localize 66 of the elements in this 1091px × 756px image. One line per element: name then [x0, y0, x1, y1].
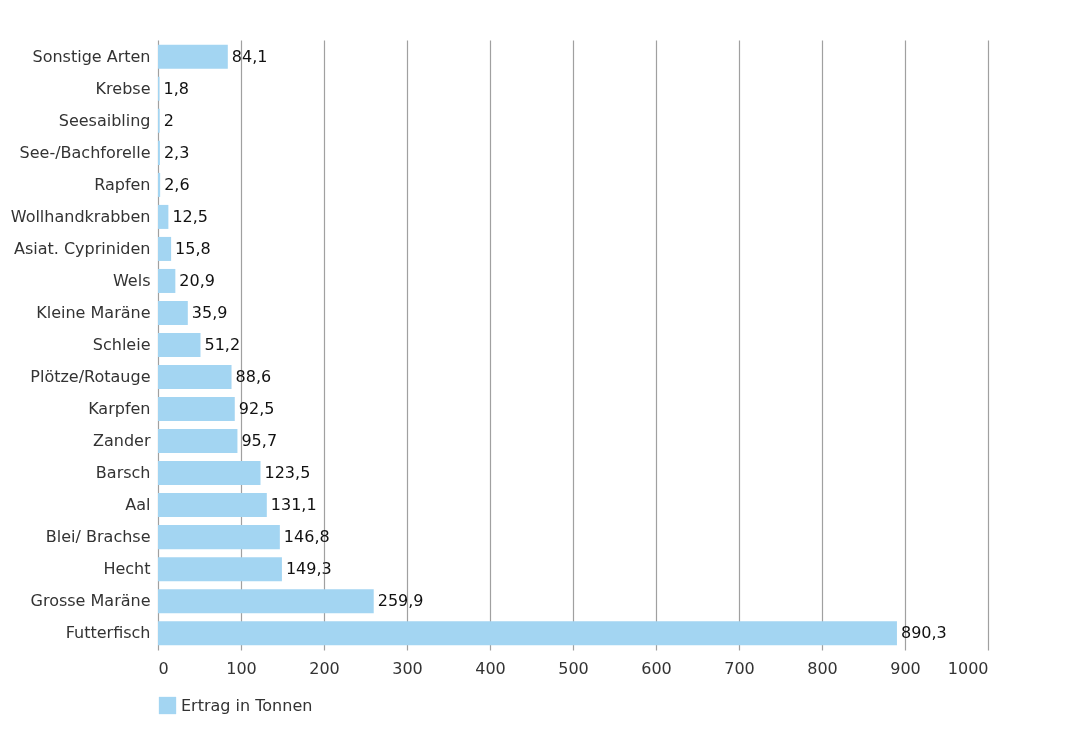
y-tick-label: Kleine Maräne	[36, 302, 151, 322]
bar	[158, 300, 188, 325]
x-tick-label: 200	[309, 658, 340, 678]
y-tick-label: Wollhandkrabben	[10, 206, 151, 226]
text: 92,5	[238, 399, 275, 419]
bar	[158, 332, 201, 358]
x-tick-label: 600	[641, 658, 672, 678]
x-tick-label: 800	[807, 658, 838, 678]
bar	[158, 589, 374, 614]
y-tick-label: Plötze/Rotauge	[30, 367, 151, 387]
text: 51,2	[204, 335, 241, 354]
text: 88,6	[235, 367, 272, 387]
y-tick-label: Wels	[112, 270, 151, 290]
bar	[158, 172, 161, 197]
text: 15,8	[175, 238, 211, 258]
x-tick-label: 1000	[947, 658, 989, 678]
bar	[158, 429, 238, 454]
text: 20,9	[179, 270, 215, 290]
bar	[158, 493, 267, 518]
bar	[158, 397, 235, 422]
bar	[158, 365, 232, 390]
y-tick-label: Futterfisch	[65, 623, 151, 643]
x-tick-label: 500	[558, 658, 589, 678]
text: 95,7	[241, 431, 278, 451]
legend-label: Ertrag in Tonnen	[181, 695, 313, 715]
y-tick-label: Blei/ Brachse	[45, 527, 151, 547]
y-tick-label: Schleie	[92, 335, 151, 354]
x-tick-label: 0	[158, 658, 169, 678]
y-tick-label: Seesaibling	[58, 110, 151, 130]
bar	[158, 204, 169, 229]
text: 131,1	[270, 495, 317, 515]
x-tick-label: 400	[475, 658, 506, 678]
bar	[158, 236, 172, 261]
y-tick-label: Asiat. Cypriniden	[13, 238, 151, 258]
x-tick-label: 900	[890, 658, 921, 678]
x-tick-label: 100	[226, 658, 257, 678]
text: 84,1	[231, 46, 268, 66]
text: 1,8	[163, 78, 189, 98]
text: 2,6	[164, 174, 190, 194]
text: 149,3	[285, 559, 332, 579]
text: 35,9	[191, 302, 228, 322]
text: 146,8	[283, 527, 330, 547]
bar	[158, 268, 176, 293]
y-tick-label: Sonstige Arten	[32, 46, 151, 66]
y-tick-label: Krebse	[95, 78, 151, 98]
text: 890,3	[900, 623, 947, 643]
y-tick-label: Hecht	[103, 559, 151, 579]
y-tick-label: Barsch	[95, 463, 151, 483]
y-tick-label: Rapfen	[94, 174, 151, 194]
text: 12,5	[172, 206, 208, 226]
x-tick-label: 300	[392, 658, 423, 678]
bar	[158, 621, 897, 646]
text: 123,5	[264, 463, 311, 483]
text: 259,9	[377, 591, 424, 611]
text: 2	[163, 110, 174, 130]
y-tick-label: Grosse Maräne	[30, 591, 151, 611]
y-tick-label: Karpfen	[88, 399, 151, 419]
y-tick-label: Aal	[125, 495, 151, 515]
y-tick-label: See-/Bachforelle	[19, 142, 151, 162]
y-tick-label: Zander	[93, 431, 151, 451]
bar	[158, 44, 228, 69]
bar	[158, 557, 282, 582]
bar	[158, 461, 261, 486]
text: 2,3	[163, 142, 190, 162]
x-tick-label: 700	[724, 658, 755, 678]
bar	[158, 525, 280, 550]
